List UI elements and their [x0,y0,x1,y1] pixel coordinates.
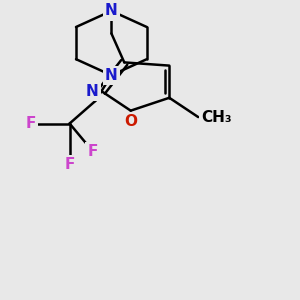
Text: N: N [86,84,98,99]
Text: CH₃: CH₃ [202,110,232,124]
Text: N: N [105,3,118,18]
Text: F: F [26,116,36,131]
Text: N: N [105,68,118,83]
Text: F: F [64,157,75,172]
Text: F: F [87,144,98,159]
Text: O: O [124,114,137,129]
